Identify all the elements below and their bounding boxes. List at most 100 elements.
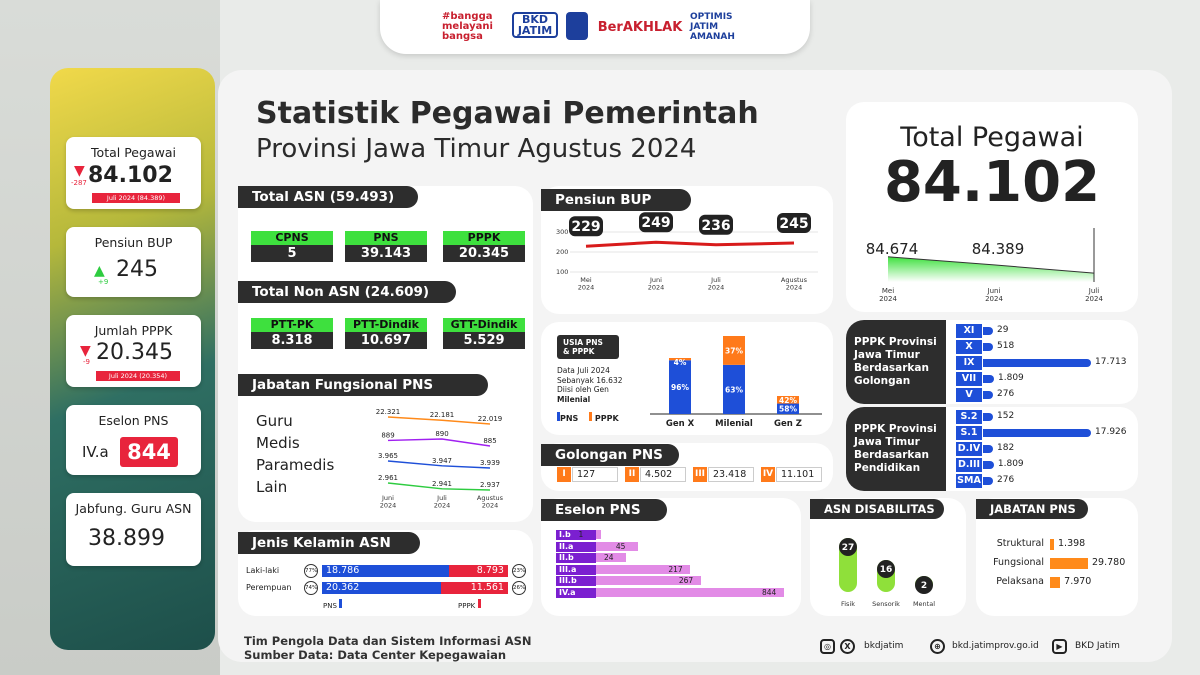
- pns-bar: [669, 360, 691, 414]
- eselon-category: II.a: [556, 541, 596, 552]
- jf-label-paramedis: Paramedis: [256, 456, 335, 474]
- card-total-pegawai: Total Pegawai ▼ -287 84.102 Juli 2024 (8…: [66, 137, 201, 209]
- area-label: 84.674: [866, 240, 919, 258]
- bar: [983, 445, 993, 453]
- kpi-gtt-dindik: GTT-Dindik 5.529: [443, 318, 525, 349]
- x-tick: 2024: [482, 502, 499, 510]
- usia-note-line1: Data Juli 2024: [557, 366, 610, 375]
- jp-value: 1.398: [1058, 538, 1086, 549]
- jf-value: 3.947: [432, 457, 452, 465]
- pppk-bar: 11.561: [440, 582, 508, 594]
- bangga-logo: #bangga melayani bangsa: [442, 11, 493, 42]
- jf-value: 3.965: [378, 452, 398, 460]
- kpi-pppk: PPPK 20.345: [443, 231, 525, 262]
- globe-icon[interactable]: ⊕: [930, 639, 945, 654]
- page-subtitle: Provinsi Jawa Timur Agustus 2024: [256, 134, 697, 164]
- jf-value: 889: [381, 431, 394, 439]
- jf-value: 2.961: [378, 474, 398, 482]
- kpi-value: 8.318: [251, 332, 333, 349]
- pppk-swatch: [477, 599, 481, 608]
- logo-bar: #bangga melayani bangsa BKD JATIM BerAKH…: [380, 0, 810, 54]
- page-title: Statistik Pegawai Pemerintah: [256, 96, 759, 131]
- x-tick: Juli: [1088, 287, 1099, 295]
- bar: [983, 375, 995, 383]
- golongan-label: II: [625, 467, 639, 482]
- card-delta: +9: [98, 278, 109, 286]
- kpi-value: 10.697: [345, 332, 427, 349]
- disabilitas-title: ASN DISABILITAS: [810, 499, 944, 519]
- jf-line: [387, 460, 491, 469]
- bup-value: 245: [779, 216, 808, 232]
- instagram-icon[interactable]: ◎: [820, 639, 835, 654]
- jk-category: Perempuan: [246, 583, 292, 592]
- jabatan-fungsional-title: Jabatan Fungsional PNS: [238, 374, 488, 396]
- kpi-value: 39.143: [345, 245, 427, 262]
- golongan-label: I: [557, 467, 571, 482]
- jenis-kelamin-chart: Laki-laki 77% 18.786 8.793 23% Perempuan 74% 20…: [238, 560, 533, 616]
- bar-category: S.2: [956, 410, 982, 424]
- down-arrow-icon: ▼: [74, 163, 85, 179]
- pns-label: 63%: [725, 385, 743, 394]
- golongan-value: 4.502: [640, 467, 686, 482]
- golongan-label: III: [693, 467, 707, 482]
- jp-bar: [1050, 558, 1088, 569]
- jf-line: [387, 482, 491, 491]
- social-handle[interactable]: bkdjatim: [864, 641, 904, 651]
- pppk-pendidikan-title: PPPK Provinsi Jawa Timur Berdasarkan Pendid…: [846, 407, 946, 491]
- jp-value: 7.970: [1064, 576, 1092, 587]
- dis-category: Sensorik: [872, 600, 900, 608]
- bar-value: 1.809: [998, 373, 1024, 383]
- eselon-value: 217: [668, 564, 683, 574]
- usia-note-line4: Milenial: [557, 394, 591, 404]
- pct-right: 26%: [512, 581, 526, 595]
- x-tick: Mei: [882, 287, 894, 295]
- legend-pns: PNS: [560, 414, 579, 423]
- usia-title-line1: USIA PNS: [563, 338, 603, 347]
- usia-legend: PNS PPPK: [557, 412, 619, 423]
- bar-value: 1.809: [997, 459, 1024, 469]
- golongan-label: IV: [761, 467, 775, 482]
- youtube-icon[interactable]: ▶: [1052, 639, 1067, 654]
- bar-category: D.IV: [956, 442, 982, 456]
- area-fill: [888, 256, 1094, 282]
- kpi-label: PTT-PK: [251, 318, 333, 332]
- pns-label: 96%: [671, 383, 689, 392]
- legend-pppk: PPPK: [594, 414, 619, 423]
- pns-label: 58%: [779, 405, 797, 414]
- bup-value: 229: [571, 219, 600, 235]
- pns-bar: 20.362: [322, 582, 441, 594]
- bar-value: 17.926: [1095, 427, 1127, 437]
- bup-bubble: [777, 213, 811, 233]
- website-link[interactable]: bkd.jatimprov.go.id: [952, 641, 1039, 651]
- x-icon[interactable]: X: [840, 639, 855, 654]
- bar-value: 17.713: [1095, 357, 1127, 367]
- category-label: Milenial: [715, 419, 753, 429]
- pppk-pend-title-line3: Berdasarkan: [854, 449, 929, 461]
- card-value: 245: [116, 257, 158, 282]
- youtube-channel[interactable]: BKD Jatim: [1075, 641, 1120, 651]
- jp-value: 29.780: [1092, 557, 1126, 568]
- eselon-category: I.b: [556, 530, 596, 540]
- pns-swatch: [339, 599, 343, 608]
- y-tick: 300: [556, 228, 568, 236]
- kpi-cpns: CPNS 5: [251, 231, 333, 262]
- jf-value: 22.181: [430, 411, 455, 419]
- bar: [983, 429, 1091, 437]
- x-tick: Agustus: [477, 494, 504, 502]
- usia-note: Data Juli 2024 Sebanyak 16.632 Diisi ole…: [557, 366, 623, 404]
- jabatan-pns-title: JABATAN PNS: [976, 499, 1088, 519]
- pns-bar: [723, 364, 745, 414]
- bar-value: 152: [997, 411, 1015, 421]
- jf-value: 22.321: [376, 408, 401, 416]
- x-tick: 2024: [434, 502, 451, 510]
- pppk-bar: [723, 336, 745, 365]
- card-value: 844: [120, 437, 178, 467]
- bkd-logo: BKD JATIM: [512, 12, 558, 38]
- area-line: [887, 256, 1095, 274]
- bar-category: SMA: [956, 474, 982, 488]
- eselon-value: 1: [578, 530, 584, 539]
- legend-pppk: PPPK: [458, 602, 476, 610]
- pppk-label: 4%: [674, 358, 687, 367]
- bar-category: D.III: [956, 458, 982, 472]
